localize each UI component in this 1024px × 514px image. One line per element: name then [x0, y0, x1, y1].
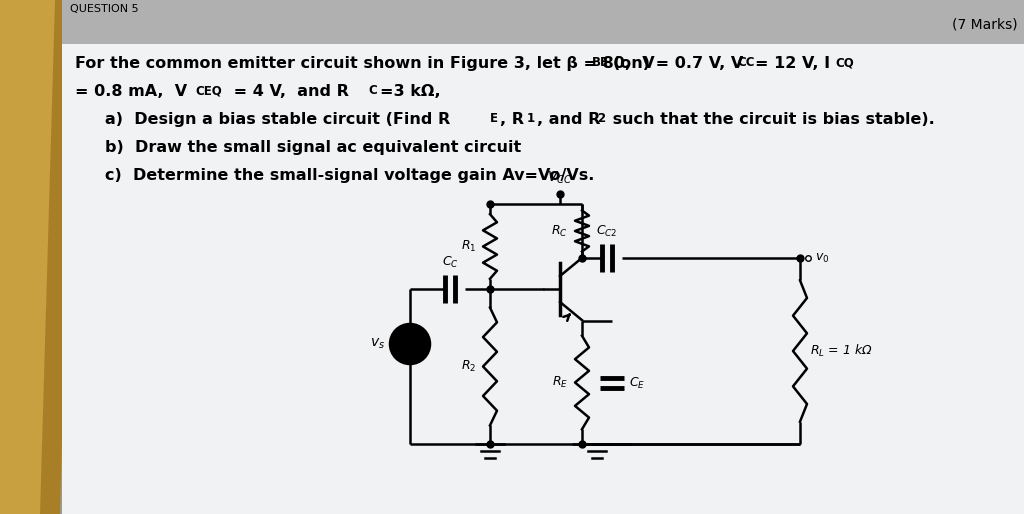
- Text: (7 Marks): (7 Marks): [952, 17, 1018, 31]
- Text: a)  Design a bias stable circuit (Find R: a) Design a bias stable circuit (Find R: [105, 112, 451, 127]
- Text: $R_E$: $R_E$: [552, 375, 568, 390]
- Text: $V_{CC}$: $V_{CC}$: [548, 170, 572, 186]
- Text: 2: 2: [597, 112, 605, 125]
- Text: −: −: [403, 344, 417, 359]
- Text: = 4 V,  and R: = 4 V, and R: [228, 84, 349, 99]
- Text: E: E: [490, 112, 498, 125]
- Text: 1: 1: [527, 112, 536, 125]
- Polygon shape: [40, 0, 75, 514]
- Text: For the common emitter circuit shown in Figure 3, let β = 80,  V: For the common emitter circuit shown in …: [75, 56, 654, 71]
- Circle shape: [390, 324, 430, 364]
- Text: $R_C$: $R_C$: [551, 224, 568, 238]
- FancyBboxPatch shape: [62, 0, 1024, 514]
- Text: = 12 V, I: = 12 V, I: [755, 56, 830, 71]
- Text: =3 kΩ,: =3 kΩ,: [380, 84, 440, 99]
- FancyBboxPatch shape: [62, 0, 1024, 44]
- Text: such that the circuit is bias stable).: such that the circuit is bias stable).: [607, 112, 935, 127]
- Text: b)  Draw the small signal ac equivalent circuit: b) Draw the small signal ac equivalent c…: [105, 140, 521, 155]
- Text: BE: BE: [592, 56, 609, 69]
- Text: C: C: [368, 84, 377, 97]
- Text: $C_{C2}$: $C_{C2}$: [596, 224, 617, 239]
- Polygon shape: [0, 0, 80, 514]
- Text: c)  Determine the small-signal voltage gain Av=Vo/Vs.: c) Determine the small-signal voltage ga…: [105, 168, 594, 183]
- Text: $v_s$: $v_s$: [370, 337, 385, 351]
- Text: , R: , R: [500, 112, 524, 127]
- Text: CC: CC: [737, 56, 755, 69]
- Text: CEQ: CEQ: [195, 84, 222, 97]
- Text: $C_C$: $C_C$: [441, 255, 459, 270]
- Text: CQ: CQ: [835, 56, 854, 69]
- Text: +: +: [404, 332, 416, 344]
- Text: $C_E$: $C_E$: [629, 375, 645, 391]
- Text: , and R: , and R: [537, 112, 600, 127]
- Text: = 0.8 mA,  V: = 0.8 mA, V: [75, 84, 187, 99]
- Text: $R_2$: $R_2$: [461, 359, 476, 374]
- Text: QUESTION 5: QUESTION 5: [70, 4, 138, 14]
- Text: (on) = 0.7 V, V: (on) = 0.7 V, V: [613, 56, 743, 71]
- Text: $R_L$ = 1 kΩ: $R_L$ = 1 kΩ: [810, 343, 872, 359]
- Text: $R_1$: $R_1$: [461, 239, 476, 254]
- Text: $v_0$: $v_0$: [815, 251, 829, 265]
